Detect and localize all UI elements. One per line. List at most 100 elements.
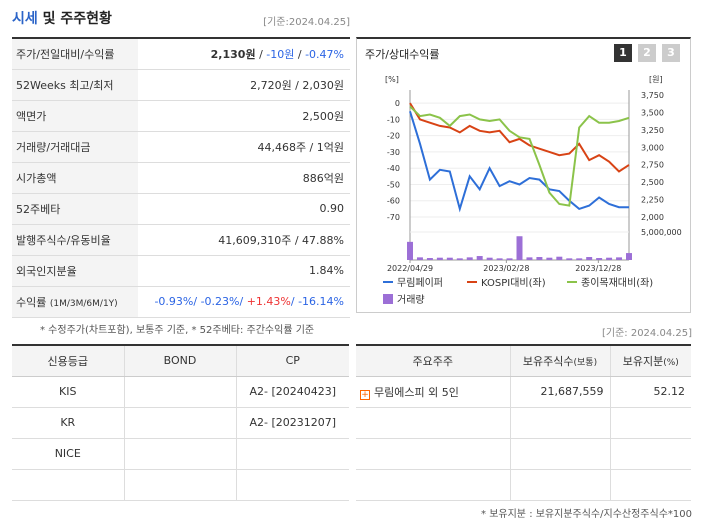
chart-tab-3[interactable]: 3 bbox=[662, 44, 680, 62]
volume-bar bbox=[456, 258, 463, 260]
table-row bbox=[12, 469, 349, 501]
section-title-main: 시세 bbox=[12, 11, 38, 27]
col-header: 신용등급 bbox=[12, 345, 124, 377]
table-row: 외국인지분율 1.84% bbox=[12, 255, 350, 287]
legend-label: 무림페이퍼 bbox=[397, 277, 443, 289]
legend-swatch bbox=[383, 294, 393, 304]
chart-title: 주가/상대수익률 bbox=[365, 48, 440, 61]
table-header-row: 신용등급 BOND CP bbox=[12, 345, 349, 377]
table-header-row: 주요주주 보유주식수(보통) 보유지분(%) bbox=[356, 345, 691, 377]
legend-label: 거래량 bbox=[397, 294, 425, 306]
volume-bar bbox=[476, 256, 483, 260]
table-row: 액면가 2,500원 bbox=[12, 100, 350, 132]
volume-bar bbox=[506, 258, 513, 260]
expand-plus-icon[interactable]: + bbox=[360, 389, 370, 400]
x-tick: 2022/04/29 bbox=[387, 264, 433, 273]
series-line-2 bbox=[409, 102, 630, 173]
price-value: 2,130원 bbox=[210, 47, 256, 61]
base-date-2: [기준: 2024.04.25] bbox=[601, 328, 692, 339]
row-label: 수익률 (1M/3M/6M/1Y) bbox=[12, 286, 138, 318]
row-label: 52주베타 bbox=[12, 193, 138, 225]
table-row bbox=[356, 438, 691, 470]
section-header: 시세 및 주주현황 [기준:2024.04.25] bbox=[12, 8, 350, 34]
holder-name-cell: + 무림에스피 외 5인 bbox=[356, 376, 510, 408]
chart-tab-1[interactable]: 1 bbox=[614, 44, 632, 62]
y-right-tick: 2,500 bbox=[641, 178, 664, 187]
holder-shares: 21,687,559 bbox=[509, 376, 610, 408]
row-value: 0.90 bbox=[138, 193, 350, 225]
change-value: -10원 bbox=[266, 47, 295, 61]
left-axis-unit: [%] bbox=[385, 75, 399, 84]
col-header: 보유지분(%) bbox=[609, 345, 691, 377]
volume-bar bbox=[526, 257, 533, 260]
y-left-tick: -70 bbox=[387, 213, 400, 222]
table-row: 52Weeks 최고/최저 2,720원 / 2,030원 bbox=[12, 69, 350, 101]
chart-tab-2[interactable]: 2 bbox=[638, 44, 656, 62]
table-row: KIS A2- [20240423] bbox=[12, 376, 349, 408]
right-axis-unit: [원] bbox=[649, 75, 663, 84]
table-row: 발행주식수/유동비율 41,609,310주 / 47.88% bbox=[12, 224, 350, 256]
y-left-tick: -20 bbox=[387, 132, 400, 141]
price-chart: [%] [원] 0 -10 -20 -30 -40 -50 -60 -70 3,750 3,500 3,… bbox=[383, 75, 682, 306]
y-right-tick: 2,000 bbox=[641, 213, 664, 222]
footnote-holding: * 보유지분 : 보유지분주식수/지수산정주식수*100 bbox=[481, 509, 692, 520]
y-left-tick: 0 bbox=[395, 99, 400, 108]
volume-bar bbox=[496, 258, 503, 260]
col-header: BOND bbox=[123, 345, 236, 377]
row-label: 액면가 bbox=[12, 100, 138, 132]
table-row: NICE bbox=[12, 438, 349, 470]
legend-label: KOSPI대비(좌) bbox=[481, 277, 546, 289]
volume-bar bbox=[436, 257, 443, 260]
volume-bar bbox=[466, 257, 473, 260]
base-date: [기준:2024.04.25] bbox=[263, 17, 350, 28]
volume-bar bbox=[446, 257, 453, 260]
row-label: 52Weeks 최고/최저 bbox=[12, 69, 138, 101]
returns-value: -0.93%/ -0.23%/ +1.43%/ -16.14% bbox=[138, 286, 350, 318]
volume-bar bbox=[486, 257, 493, 260]
footnote: * 수정주가(차트포함), 보통주 기준, * 52주베타: 주간수익률 기준 bbox=[40, 325, 315, 336]
volume-bar bbox=[426, 258, 433, 260]
holder-name: 무림에스피 외 5인 bbox=[374, 385, 459, 399]
y-right-tick: 3,250 bbox=[641, 126, 664, 135]
legend-label: 종이목재대비(좌) bbox=[581, 277, 653, 289]
volume-bar bbox=[536, 257, 543, 260]
volume-bar bbox=[596, 258, 603, 260]
row-label: 시가총액 bbox=[12, 162, 138, 194]
col-header: 보유주식수(보통) bbox=[509, 345, 610, 377]
volume-bar bbox=[576, 258, 583, 260]
volume-bar bbox=[566, 258, 573, 260]
volume-bar bbox=[606, 257, 613, 260]
row-value: 2,500원 bbox=[138, 100, 350, 132]
rate-value: -0.47% bbox=[305, 47, 344, 61]
col-header: 주요주주 bbox=[356, 345, 510, 377]
y-right-tick: 3,750 bbox=[641, 91, 664, 100]
row-label: 발행주식수/유동비율 bbox=[12, 224, 138, 256]
volume-bar bbox=[586, 257, 593, 260]
volume-bar bbox=[546, 257, 553, 260]
shareholder-table: 주요주주 보유주식수(보통) 보유지분(%) + 무림에스피 외 5인 21,68… bbox=[356, 344, 691, 501]
holder-pct: 52.12 bbox=[609, 376, 691, 408]
y-right-tick: 2,750 bbox=[641, 161, 664, 170]
series-line-1 bbox=[409, 111, 629, 213]
x-tick: 2023/12/28 bbox=[575, 264, 621, 273]
row-label: 거래량/거래대금 bbox=[12, 131, 138, 163]
volume-bar bbox=[626, 253, 632, 260]
table-row: + 무림에스피 외 5인 21,687,559 52.12 bbox=[356, 376, 691, 408]
y-right-tick: 3,000 bbox=[641, 143, 664, 152]
volume-bar bbox=[616, 257, 623, 260]
y-left-tick: -50 bbox=[387, 180, 400, 189]
col-header: CP bbox=[235, 345, 349, 377]
row-value: 41,609,310주 / 47.88% bbox=[138, 224, 350, 256]
series-line-3 bbox=[409, 105, 630, 207]
y-left-tick: -30 bbox=[387, 148, 400, 157]
row-value: 2,720원 / 2,030원 bbox=[138, 69, 350, 101]
quote-table: 주가/전일대비/수익률 2,130원 / -10원 / -0.47% 52Wee… bbox=[12, 37, 350, 318]
volume-tick: 5,000,000 bbox=[641, 228, 682, 237]
x-tick: 2023/02/28 bbox=[483, 264, 529, 273]
chart-tabs: 1 2 3 bbox=[614, 44, 680, 62]
table-row: 거래량/거래대금 44,468주 / 1억원 bbox=[12, 131, 350, 163]
row-label: 주가/전일대비/수익률 bbox=[12, 38, 138, 70]
row-value: 886억원 bbox=[138, 162, 350, 194]
table-row: 수익률 (1M/3M/6M/1Y) -0.93%/ -0.23%/ +1.43%… bbox=[12, 286, 350, 318]
table-row bbox=[356, 469, 691, 501]
